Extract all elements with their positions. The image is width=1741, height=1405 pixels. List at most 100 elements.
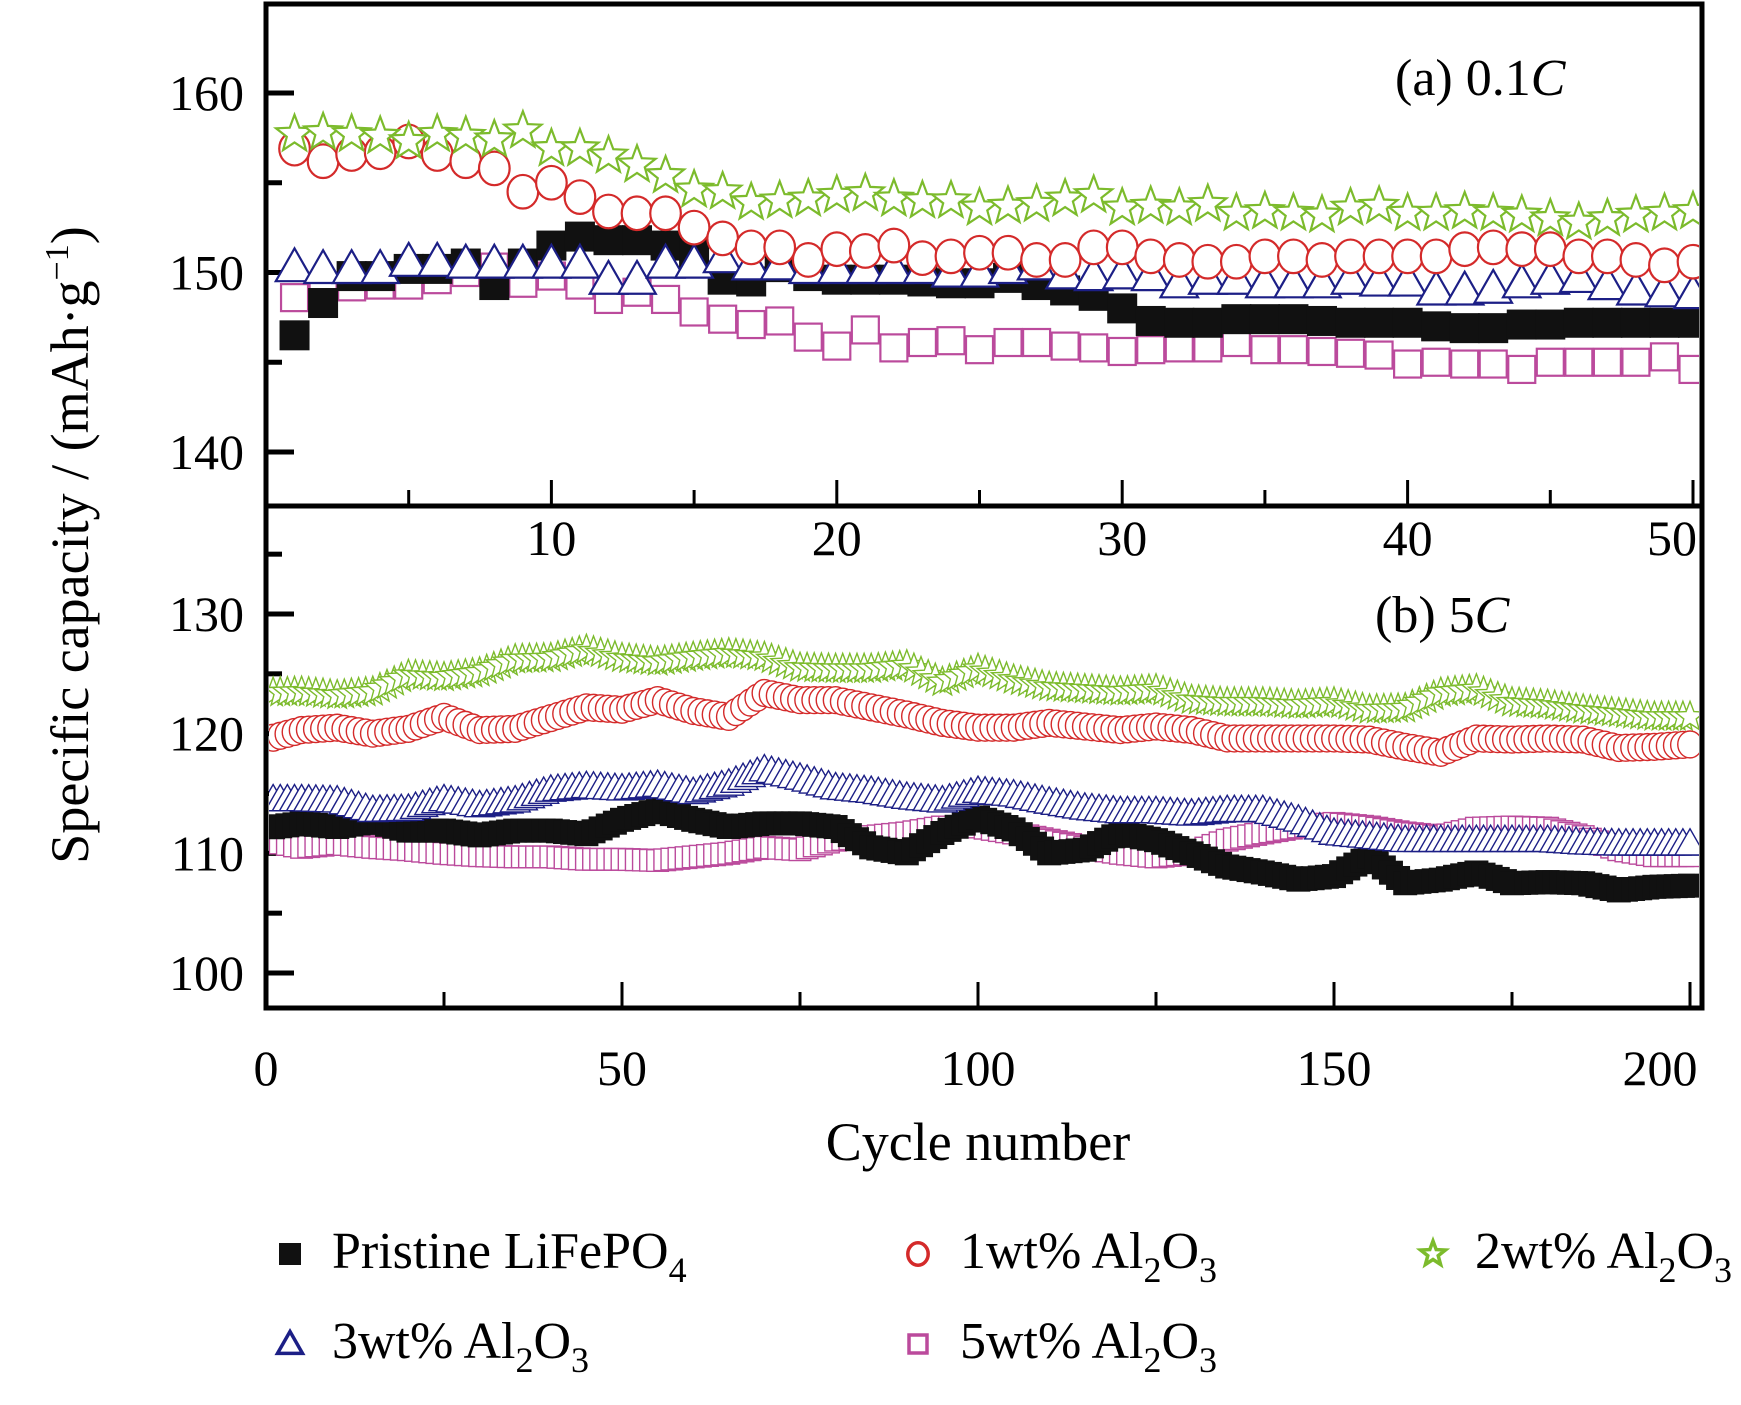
data-point-wt2	[1243, 188, 1287, 230]
data-point-wt1	[734, 229, 768, 266]
data-point-wt5	[822, 331, 852, 361]
data-point-wt3	[1073, 255, 1115, 292]
data-point-wt1	[1162, 242, 1196, 278]
data-point-wt2	[843, 170, 887, 212]
data-point-wt3	[502, 242, 544, 279]
data-point-wt3	[1444, 269, 1486, 306]
data-point-wt2	[330, 111, 374, 153]
data-point-wt1	[1305, 242, 1339, 278]
legend: Pristine LiFePO4 1wt% Al2O3 2wt% Al2O3 3wt%…	[274, 1223, 1732, 1380]
data-point-wt2	[358, 113, 402, 155]
data-point-wt5	[1164, 333, 1194, 363]
data-point-wt2	[986, 183, 1030, 225]
data-point-wt1	[506, 173, 540, 210]
data-point-wt1	[1533, 231, 1567, 268]
x-tick-label: 20	[812, 510, 862, 566]
data-point-wt1	[563, 179, 597, 216]
data-point-wt5	[1107, 336, 1137, 367]
data-point-wt5	[1392, 349, 1423, 379]
data-point-wt1	[1590, 238, 1624, 275]
data-point-wt1	[1277, 238, 1310, 275]
y-tick-label: 120	[169, 706, 244, 762]
data-point-wt3	[445, 242, 487, 279]
data-point-wt1	[677, 209, 711, 246]
data-point-wt3	[273, 246, 316, 283]
data-point-wt1	[963, 234, 996, 271]
y-tick-label: 100	[169, 945, 244, 1001]
data-point-wt1	[306, 143, 340, 180]
data-point-wt5	[1450, 349, 1480, 379]
data-point-wt2	[1072, 172, 1116, 214]
data-point-wt2	[1585, 196, 1629, 237]
data-point-wt2	[929, 178, 973, 220]
data-point-wt3	[873, 247, 915, 285]
data-point-wt5	[708, 304, 738, 334]
data-point-wt5	[736, 309, 766, 340]
data-point-wt2	[1673, 699, 1699, 732]
data-point-wt1	[1476, 229, 1510, 266]
data-point-pristine	[1449, 313, 1480, 344]
data-point-wt3	[416, 240, 458, 277]
data-point-wt5	[1564, 347, 1594, 377]
data-point-wt2	[1557, 199, 1601, 241]
data-point-wt5	[1592, 347, 1622, 377]
data-point-wt3	[559, 242, 601, 279]
data-point-wt5	[850, 315, 880, 345]
data-point-wt3	[1472, 267, 1514, 304]
data-point-wt2	[1528, 196, 1572, 237]
data-point-wt5	[1021, 327, 1052, 358]
x-tick-label: 100	[941, 1040, 1016, 1096]
data-point-wt2	[415, 111, 459, 153]
x-tick-label: 40	[1383, 510, 1433, 566]
data-point-wt2	[672, 167, 716, 209]
x-tick-label: 30	[1097, 510, 1147, 566]
data-point-wt2	[1414, 190, 1458, 232]
data-point-wt1	[1505, 231, 1539, 268]
data-point-wt5	[279, 283, 310, 313]
x-tick-label: 10	[526, 510, 576, 566]
data-point-pristine	[1249, 304, 1280, 335]
legend-label: 3wt% Al2O3	[332, 1313, 589, 1380]
data-point-wt2	[472, 117, 516, 158]
panel-label: (a) 0.1C	[1395, 50, 1567, 107]
data-point-wt5	[907, 327, 938, 358]
data-point-wt1	[1077, 229, 1111, 266]
data-point-wt1	[1562, 238, 1596, 275]
data-point-wt3	[587, 258, 630, 295]
data-point-wt2	[1329, 185, 1373, 227]
data-point-wt3	[1301, 262, 1343, 299]
data-point-wt1	[1105, 229, 1139, 266]
data-point-wt2	[501, 108, 545, 150]
data-point-wt1	[1248, 238, 1282, 275]
data-point-wt5	[1364, 340, 1394, 370]
data-point-wt2	[1642, 190, 1686, 232]
data-point-pristine	[1421, 311, 1452, 342]
data-point-wt1	[1362, 238, 1396, 275]
data-point-wt5	[1250, 335, 1280, 365]
data-point-wt2	[1443, 188, 1487, 230]
data-point-wt2	[615, 142, 659, 184]
data-point-wt2	[1614, 192, 1658, 234]
data-point-wt2	[1300, 192, 1344, 234]
data-point-wt2	[301, 109, 345, 151]
data-point-wt1	[934, 238, 968, 275]
legend-marker-pristine	[279, 1243, 301, 1265]
data-point-wt5	[879, 333, 909, 363]
data-point-wt1	[649, 195, 682, 232]
data-point-pristine	[308, 288, 339, 319]
data-point-pristine	[1392, 307, 1423, 338]
data-point-wt2	[1157, 185, 1201, 227]
legend-marker-wt2	[1415, 1235, 1451, 1269]
y-tick-label: 160	[169, 65, 244, 121]
data-point-wt2	[529, 125, 573, 167]
data-point-pristine	[1649, 307, 1680, 338]
data-point-wt2	[444, 113, 488, 155]
data-point-wt3	[1358, 260, 1400, 297]
data-point-pristine	[1678, 307, 1699, 338]
legend-label: Pristine LiFePO4	[332, 1223, 687, 1290]
data-point-wt5	[1079, 333, 1109, 363]
data-point-wt5	[993, 327, 1023, 358]
data-point-wt5	[1478, 349, 1508, 379]
data-point-pristine	[1506, 309, 1537, 340]
